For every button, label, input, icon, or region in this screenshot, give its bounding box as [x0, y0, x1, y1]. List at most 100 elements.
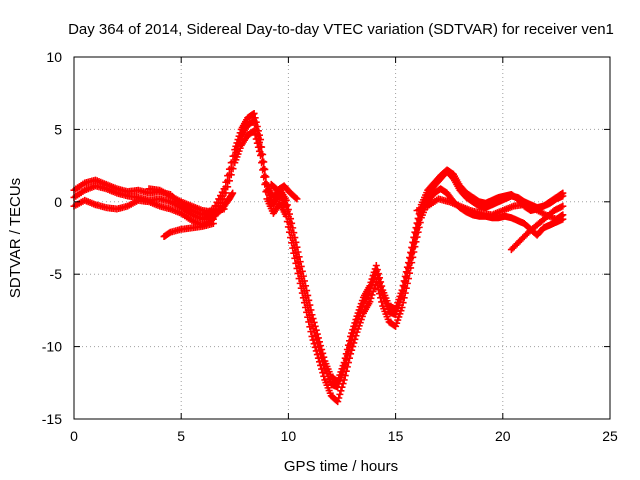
data-point — [290, 249, 298, 257]
data-point — [298, 289, 306, 297]
data-point — [296, 258, 304, 266]
data-point — [367, 278, 375, 286]
data-point — [369, 288, 377, 296]
data-point — [252, 118, 260, 126]
data-point — [339, 380, 347, 388]
data-point — [343, 363, 351, 371]
data-point — [292, 259, 300, 267]
data-point — [357, 300, 365, 308]
data-point — [318, 365, 326, 373]
x-tick-label: 0 — [70, 428, 78, 444]
data-point — [299, 272, 307, 280]
data-point — [395, 313, 403, 321]
data-point — [305, 296, 313, 304]
data-point — [311, 343, 319, 351]
data-point — [299, 294, 307, 302]
x-tick-label: 5 — [177, 428, 185, 444]
data-point — [336, 390, 344, 398]
data-point — [298, 267, 306, 275]
data-point — [309, 336, 317, 344]
data-point — [319, 369, 327, 377]
data-point — [377, 294, 385, 302]
data-point — [348, 346, 356, 354]
data-point — [318, 345, 326, 353]
data-point — [393, 319, 401, 327]
data-point — [393, 302, 401, 310]
y-axis-label: SDTVAR / TECUs — [7, 178, 24, 298]
data-point — [315, 358, 323, 366]
data-point — [366, 298, 374, 306]
data-point — [308, 332, 316, 340]
chart-title: Day 364 of 2014, Sidereal Day-to-day VTE… — [68, 21, 614, 38]
data-point — [262, 188, 270, 196]
data-point — [304, 291, 312, 299]
data-point — [288, 239, 296, 247]
data-point — [366, 282, 374, 290]
series-track-4 — [145, 185, 567, 223]
series-track-5 — [205, 180, 567, 254]
y-tick-label: -5 — [50, 266, 63, 282]
data-point — [320, 372, 328, 380]
data-point — [302, 282, 310, 290]
data-point — [395, 296, 403, 304]
data-point — [337, 387, 345, 395]
data-point — [252, 135, 260, 143]
data-point — [414, 228, 422, 236]
data-point — [251, 131, 259, 139]
data-point — [353, 328, 361, 336]
y-tick-label: -15 — [42, 411, 62, 427]
data-point — [416, 219, 424, 227]
data-point — [315, 338, 323, 346]
data-point — [409, 253, 417, 261]
data-point — [259, 166, 267, 174]
data-point — [293, 243, 301, 251]
data-point — [410, 248, 418, 256]
data-point — [291, 254, 299, 262]
data-point — [209, 220, 217, 228]
data-point — [400, 294, 408, 302]
data-point — [374, 270, 382, 278]
data-point — [253, 139, 261, 147]
data-point — [394, 316, 402, 324]
x-tick-label: 10 — [281, 428, 297, 444]
data-point — [398, 304, 406, 312]
data-point — [257, 151, 265, 159]
data-point — [317, 361, 325, 369]
data-point — [412, 238, 420, 246]
data-point — [396, 292, 404, 300]
data-point — [355, 306, 363, 314]
data-point — [349, 343, 357, 351]
data-point — [288, 219, 296, 227]
data-point — [368, 275, 376, 283]
data-point — [224, 183, 232, 191]
data-point — [404, 275, 412, 283]
data-point — [334, 377, 342, 385]
data-point — [224, 172, 232, 180]
data-point — [297, 284, 305, 292]
data-point — [347, 350, 355, 358]
data-point — [338, 383, 346, 391]
data-point — [222, 189, 230, 197]
data-point — [403, 279, 411, 287]
data-point — [358, 297, 366, 305]
data-point — [250, 127, 258, 135]
x-tick-label: 25 — [602, 428, 618, 444]
data-point — [258, 159, 266, 167]
data-point — [312, 347, 320, 355]
data-point — [232, 142, 240, 150]
y-tick-label: 10 — [46, 49, 62, 65]
data-point — [283, 218, 291, 226]
data-point — [308, 311, 316, 319]
data-point — [368, 291, 376, 299]
data-point — [300, 277, 308, 285]
data-point — [355, 322, 363, 330]
data-point — [348, 329, 356, 337]
data-point — [372, 262, 380, 270]
data-point — [341, 372, 349, 380]
data-point — [320, 353, 328, 361]
data-point — [296, 279, 304, 287]
data-point — [397, 307, 405, 315]
data-point — [303, 308, 311, 316]
data-point — [312, 326, 320, 334]
